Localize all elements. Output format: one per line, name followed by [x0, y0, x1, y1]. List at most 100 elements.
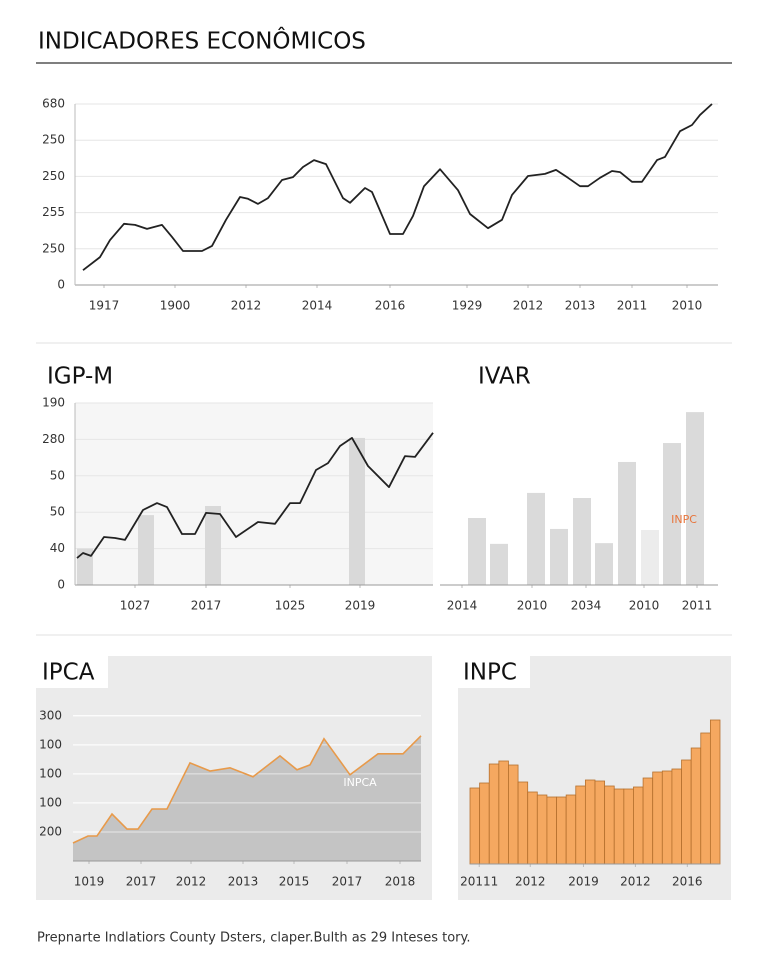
bar [595, 543, 613, 585]
bar [565, 794, 577, 865]
y-tick-label: 0 [57, 278, 65, 292]
chart-title: IVAR [478, 364, 531, 390]
annotation: INPC [671, 513, 697, 526]
x-tick-label: 2015 [279, 875, 310, 889]
bar [690, 747, 702, 865]
x-tick-label: 2011 [617, 299, 648, 313]
area [73, 735, 421, 861]
bar [488, 763, 500, 865]
y-tick-label: 250 [42, 133, 65, 147]
bar [613, 788, 625, 865]
y-tick-label: 50 [50, 468, 65, 482]
bar [550, 528, 568, 585]
y-tick-label: 50 [50, 505, 65, 519]
x-tick-label: 1025 [275, 599, 306, 613]
bar [527, 791, 538, 865]
y-tick-label: 100 [39, 795, 62, 809]
y-tick-label: 300 [39, 708, 62, 722]
panel-tab [458, 656, 530, 688]
bar [641, 530, 659, 585]
bar [681, 759, 692, 865]
x-tick-label: 2017 [332, 875, 363, 889]
bar [671, 768, 682, 865]
x-tick-label: 2013 [565, 299, 596, 313]
x-tick-label: 2012 [176, 875, 207, 889]
bar [517, 781, 529, 865]
bar [663, 443, 681, 585]
x-tick-label: 2016 [375, 299, 406, 313]
annotation: INPCA [343, 776, 377, 789]
bar [573, 498, 591, 585]
x-tick-label: 2012 [515, 875, 546, 889]
x-tick-label: 2012 [620, 875, 651, 889]
x-tick-label: 2010 [517, 599, 548, 613]
x-tick-label: 20111 [460, 875, 498, 889]
y-tick-label: 250 [42, 241, 65, 255]
bar [700, 732, 711, 865]
y-tick-label: 190 [42, 396, 65, 410]
bar [546, 796, 557, 865]
bar [642, 777, 654, 865]
bar [556, 796, 567, 865]
plot-background [75, 403, 433, 585]
x-tick-label: 2019 [568, 875, 599, 889]
bar [594, 780, 606, 865]
y-tick-label: 680 [42, 97, 65, 111]
bar [623, 788, 634, 865]
bar [469, 787, 481, 865]
y-tick-label: 280 [42, 432, 65, 446]
bar [468, 518, 486, 585]
bar [536, 794, 548, 865]
x-tick-label: 2016 [672, 875, 703, 889]
chart-title: INPC [463, 660, 517, 686]
y-tick-label: 0 [57, 578, 65, 592]
y-tick-label: 100 [39, 766, 62, 780]
bar [205, 506, 221, 585]
x-tick-label: 1027 [120, 599, 151, 613]
x-tick-label: 1900 [160, 299, 191, 313]
x-tick-label: 2012 [231, 299, 262, 313]
bar [686, 412, 704, 585]
bar [527, 492, 545, 585]
y-tick-label: 100 [39, 737, 62, 751]
x-tick-label: 2010 [629, 599, 660, 613]
line [72, 735, 422, 844]
y-tick-label: 250 [42, 169, 65, 183]
x-tick-label: 2017 [126, 875, 157, 889]
bar [349, 437, 365, 585]
bar [508, 764, 519, 865]
x-tick-label: 2014 [302, 299, 333, 313]
bar [661, 770, 673, 865]
x-tick-label: 1019 [74, 875, 105, 889]
bar [490, 543, 508, 585]
x-tick-label: 2034 [571, 599, 602, 613]
y-tick-label: 40 [50, 541, 65, 555]
page-title: INDICADORES ECONÔMICOS [38, 27, 366, 55]
x-tick-label: 2018 [385, 875, 416, 889]
bar [618, 461, 636, 585]
y-tick-label: 200 [39, 824, 62, 838]
panel-tab [36, 656, 108, 688]
line [82, 103, 713, 271]
bar [575, 785, 586, 865]
bar [709, 719, 721, 865]
chart-title: IPCA [42, 660, 95, 686]
x-tick-label: 2011 [682, 599, 713, 613]
bar [138, 515, 154, 585]
bar [77, 548, 93, 585]
footer: Prepnarte Indlatiors County Dsters, clap… [37, 931, 470, 946]
y-tick-label: 255 [42, 205, 65, 219]
x-tick-label: 2013 [228, 875, 259, 889]
x-tick-label: 2017 [191, 599, 222, 613]
x-tick-label: 2010 [672, 299, 703, 313]
bar [584, 779, 596, 865]
x-tick-label: 2019 [345, 599, 376, 613]
bar [652, 771, 663, 865]
line [76, 432, 434, 559]
chart-title: IGP-M [47, 364, 113, 390]
x-tick-label: 2014 [447, 599, 478, 613]
x-tick-label: 2012 [513, 299, 544, 313]
bar [479, 782, 490, 865]
bar [498, 760, 509, 865]
